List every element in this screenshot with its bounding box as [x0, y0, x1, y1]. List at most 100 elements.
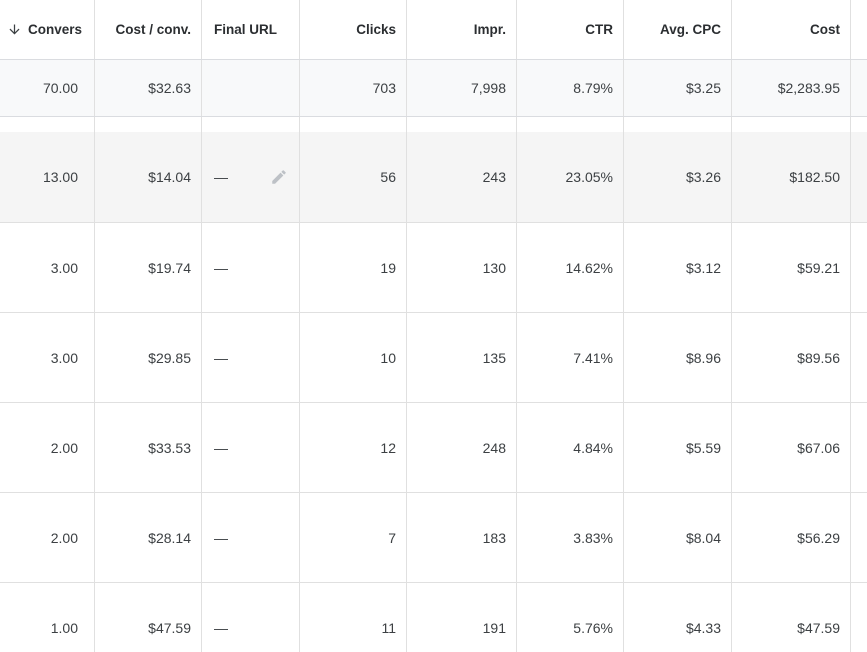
cell-conversions: 1.00 — [0, 583, 95, 652]
cell-avg_cpc: $4.33 — [624, 583, 732, 652]
cell-final_url: — — [202, 493, 300, 582]
cell-value: 243 — [482, 169, 506, 185]
summary-value: $32.63 — [148, 80, 191, 96]
summary-row: 70.00 $32.63 703 7,998 8.79% $3.25 $2,283.95 — [0, 60, 867, 117]
cell-value: $19.74 — [148, 259, 191, 276]
cell-value: 3.00 — [50, 259, 78, 276]
cell-ctr: 23.05% — [517, 132, 624, 222]
column-header-cost[interactable]: Cost — [732, 0, 851, 59]
column-header-final_url[interactable]: Final URL — [202, 0, 300, 59]
cell-value: 1.00 — [50, 619, 78, 636]
cell-value: 4.84% — [573, 439, 613, 456]
cell-ctr: 7.41% — [517, 313, 624, 402]
cell-value: $59.21 — [797, 259, 840, 276]
table-row[interactable]: 3.00 $19.74 — 19 130 14.62% $3.12 $59.21 — [0, 223, 867, 313]
cell-value: 11 — [381, 619, 396, 636]
pencil-icon — [272, 170, 286, 184]
cell-value: $28.14 — [148, 529, 191, 546]
summary-value: $3.25 — [685, 80, 721, 96]
cell-conversions: 2.00 — [0, 403, 95, 492]
summary-cell-ctr: 8.79% — [517, 60, 624, 116]
cell-value: $89.56 — [797, 349, 840, 366]
summary-cell-conversions: 70.00 — [0, 60, 95, 116]
cell-value: $182.50 — [789, 169, 840, 185]
summary-cell-spacer — [851, 60, 867, 116]
table-row[interactable]: 1.00 $47.59 — 11 191 5.76% $4.33 $47.59 — [0, 583, 867, 652]
cell-value: $56.29 — [797, 529, 840, 546]
cell-impressions: 183 — [407, 493, 517, 582]
cell-value: 135 — [482, 349, 506, 366]
cell-value: $8.96 — [685, 349, 721, 366]
final-url-value: — — [214, 349, 228, 366]
cell-value: 7 — [388, 529, 396, 546]
cell-value: $33.53 — [148, 439, 191, 456]
cell-cost: $67.06 — [732, 403, 851, 492]
cell-impressions: 135 — [407, 313, 517, 402]
column-header-impressions[interactable]: Impr. — [407, 0, 517, 59]
table-row[interactable]: 3.00 $29.85 — 10 135 7.41% $8.96 $89.56 — [0, 313, 867, 403]
final-url-value: — — [214, 259, 228, 276]
spacer-cell — [0, 117, 95, 132]
cell-cost: $182.50 — [732, 132, 851, 222]
summary-spacer — [0, 117, 867, 132]
sort-descending-icon — [7, 22, 22, 37]
edit-final-url-button[interactable] — [269, 167, 289, 187]
summary-value: 70.00 — [42, 80, 78, 96]
cell-value: 19 — [380, 259, 396, 276]
column-header-label: CTR — [585, 21, 613, 37]
cell-spacer — [851, 403, 867, 492]
cell-final_url: — — [202, 403, 300, 492]
cell-cost: $56.29 — [732, 493, 851, 582]
cell-conversions: 13.00 — [0, 132, 95, 222]
cell-cost: $89.56 — [732, 313, 851, 402]
cell-avg_cpc: $3.12 — [624, 223, 732, 312]
table-row[interactable]: 2.00 $33.53 — 12 248 4.84% $5.59 $67.06 — [0, 403, 867, 493]
cell-value: 7.41% — [573, 349, 613, 366]
column-header-label: Cost / conv. — [115, 21, 191, 37]
cell-value: $3.26 — [685, 169, 721, 185]
cell-impressions: 243 — [407, 132, 517, 222]
cell-impressions: 130 — [407, 223, 517, 312]
cell-cost_per_conv: $19.74 — [95, 223, 202, 312]
column-header-avg_cpc[interactable]: Avg. CPC — [624, 0, 732, 59]
spacer-cell — [407, 117, 517, 132]
cell-value: $4.33 — [685, 619, 721, 636]
summary-value: 703 — [372, 80, 396, 96]
header-truncation-fade — [80, 0, 94, 59]
column-header-label: Final URL — [214, 21, 277, 37]
column-header-label: Avg. CPC — [659, 21, 721, 37]
cell-impressions: 248 — [407, 403, 517, 492]
cell-final_url: — — [202, 132, 300, 222]
cell-cost_per_conv: $47.59 — [95, 583, 202, 652]
cell-spacer — [851, 493, 867, 582]
cell-spacer — [851, 132, 867, 222]
column-header-conversions[interactable]: Convers — [0, 0, 95, 59]
cell-value: 130 — [482, 259, 506, 276]
table-row[interactable]: 13.00 $14.04 — 56 243 23.05% $3.26 $182.50 — [0, 132, 867, 223]
cell-final_url: — — [202, 313, 300, 402]
column-header-label: Convers — [28, 21, 83, 37]
cell-value: $3.12 — [685, 259, 721, 276]
spacer-cell — [300, 117, 407, 132]
column-header-cost_per_conv[interactable]: Cost / conv. — [95, 0, 202, 59]
cell-value: $67.06 — [797, 439, 840, 456]
column-header-spacer — [851, 0, 867, 59]
table-row[interactable]: 2.00 $28.14 — 7 183 3.83% $8.04 $56.29 — [0, 493, 867, 583]
cell-final_url: — — [202, 583, 300, 652]
cell-value: 23.05% — [565, 169, 613, 185]
cell-cost: $59.21 — [732, 223, 851, 312]
cell-ctr: 3.83% — [517, 493, 624, 582]
column-header-clicks[interactable]: Clicks — [300, 0, 407, 59]
spacer-cell — [95, 117, 202, 132]
column-header-ctr[interactable]: CTR — [517, 0, 624, 59]
summary-value: 7,998 — [470, 80, 506, 96]
cell-ctr: 5.76% — [517, 583, 624, 652]
cell-value: 56 — [380, 169, 396, 185]
arrow-downward-icon — [9, 24, 20, 35]
summary-cell-cost_per_conv: $32.63 — [95, 60, 202, 116]
cell-value: 183 — [482, 529, 506, 546]
cell-cost_per_conv: $33.53 — [95, 403, 202, 492]
cell-avg_cpc: $8.96 — [624, 313, 732, 402]
cell-value: 14.62% — [565, 259, 613, 276]
